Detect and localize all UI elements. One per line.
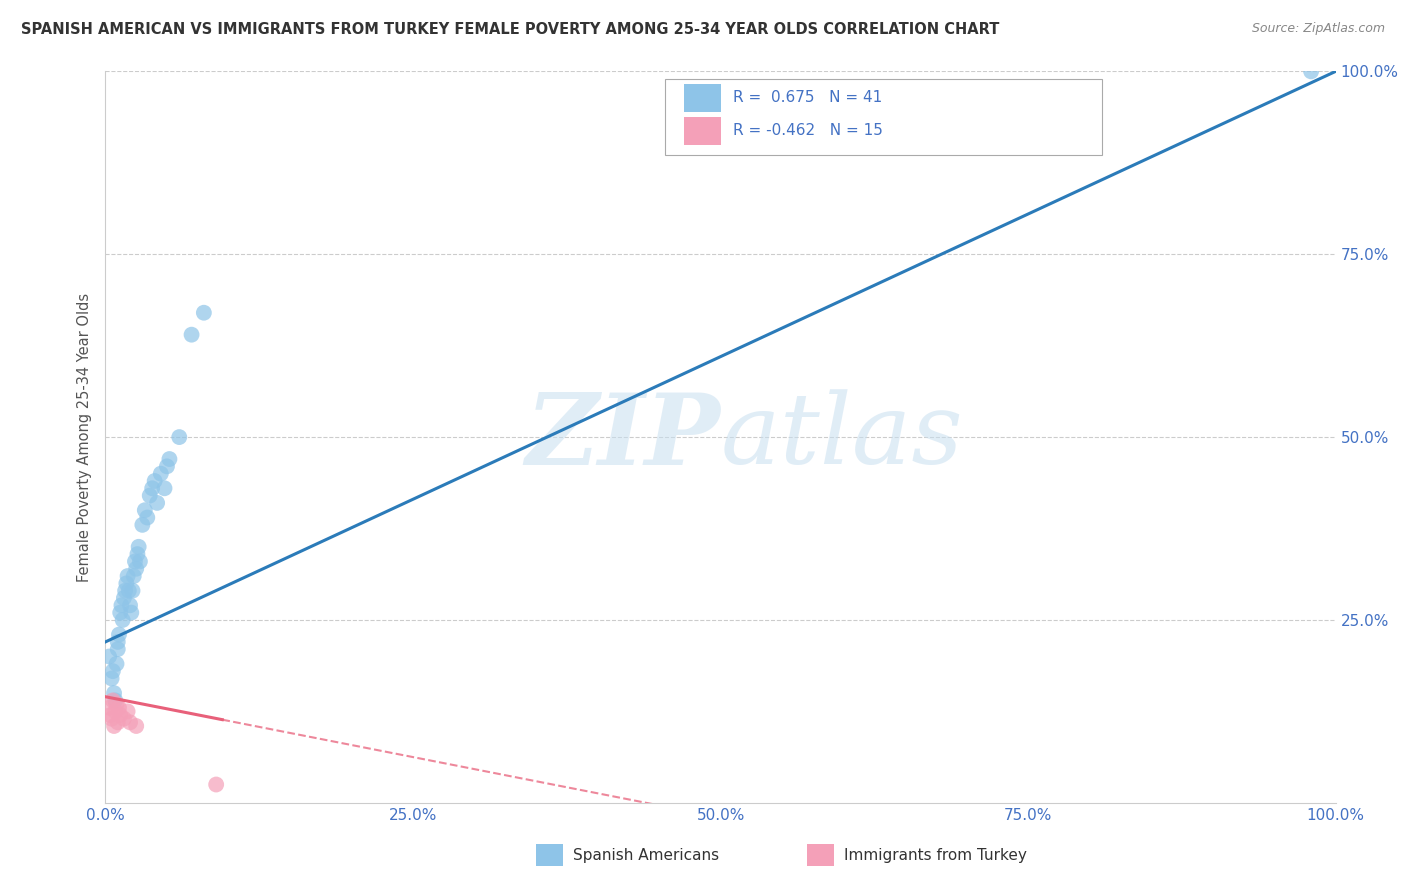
Point	[120, 715, 141, 730]
Text: R = -0.462   N = 15: R = -0.462 N = 15	[733, 123, 883, 138]
Point	[98, 649, 121, 664]
Point	[120, 599, 141, 613]
Point	[111, 613, 134, 627]
Bar	[683, 117, 721, 145]
Point	[105, 697, 128, 711]
Point	[156, 459, 179, 474]
Point	[112, 712, 135, 726]
Point	[149, 467, 172, 481]
Point	[112, 591, 135, 605]
Point	[141, 481, 163, 495]
Point	[143, 474, 166, 488]
Point	[110, 708, 132, 723]
Point	[103, 686, 125, 700]
Point	[117, 705, 139, 719]
Text: Spanish Americans: Spanish Americans	[574, 848, 718, 863]
Point	[107, 642, 129, 657]
Point	[118, 583, 141, 598]
Point	[169, 430, 191, 444]
Point	[180, 327, 202, 342]
Point	[105, 657, 128, 671]
Point	[136, 510, 159, 524]
Text: SPANISH AMERICAN VS IMMIGRANTS FROM TURKEY FEMALE POVERTY AMONG 25-34 YEAR OLDS : SPANISH AMERICAN VS IMMIGRANTS FROM TURK…	[21, 22, 1000, 37]
Text: atlas: atlas	[721, 390, 963, 484]
Point	[1301, 64, 1323, 78]
Text: ZIP: ZIP	[526, 389, 721, 485]
Point	[101, 693, 124, 707]
Point	[138, 489, 162, 503]
Point	[120, 606, 142, 620]
Point	[117, 569, 139, 583]
Point	[146, 496, 169, 510]
Point	[114, 583, 136, 598]
Point	[124, 554, 146, 568]
Point	[115, 576, 138, 591]
Point	[104, 693, 127, 707]
Point	[100, 672, 122, 686]
Point	[107, 715, 129, 730]
Point	[127, 547, 149, 561]
Point	[121, 583, 143, 598]
Point	[110, 606, 132, 620]
Point	[98, 700, 121, 714]
Point	[103, 719, 125, 733]
Point	[101, 664, 124, 678]
Point	[110, 599, 132, 613]
Point	[104, 705, 127, 719]
Text: Immigrants from Turkey: Immigrants from Turkey	[844, 848, 1026, 863]
Point	[159, 452, 180, 467]
Point	[108, 627, 131, 641]
Point	[129, 554, 152, 568]
Point	[153, 481, 176, 495]
Point	[125, 562, 148, 576]
Point	[122, 569, 145, 583]
Point	[193, 306, 215, 320]
Point	[128, 540, 150, 554]
Point	[100, 712, 122, 726]
Point	[125, 719, 148, 733]
Point	[131, 517, 153, 532]
Bar	[683, 84, 721, 112]
Point	[108, 700, 131, 714]
Point	[134, 503, 156, 517]
Point	[205, 777, 228, 792]
Text: Source: ZipAtlas.com: Source: ZipAtlas.com	[1251, 22, 1385, 36]
Y-axis label: Female Poverty Among 25-34 Year Olds: Female Poverty Among 25-34 Year Olds	[77, 293, 93, 582]
Text: R =  0.675   N = 41: R = 0.675 N = 41	[733, 90, 882, 105]
Point	[107, 635, 129, 649]
Bar	[536, 845, 564, 866]
Bar	[807, 845, 834, 866]
FancyBboxPatch shape	[665, 78, 1102, 155]
Point	[98, 708, 122, 723]
